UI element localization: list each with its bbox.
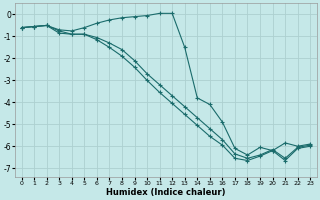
X-axis label: Humidex (Indice chaleur): Humidex (Indice chaleur) (106, 188, 226, 197)
